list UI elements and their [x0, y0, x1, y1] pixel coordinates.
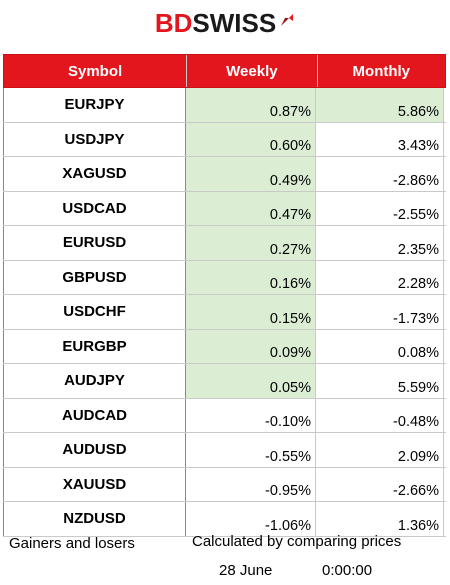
monthly-cell: 3.43% — [316, 122, 444, 156]
symbol-cell: NZDUSD — [3, 502, 186, 536]
weekly-cell: -0.95% — [186, 467, 316, 501]
symbol-cell: USDCHF — [3, 295, 186, 329]
weekly-cell: -1.06% — [186, 502, 316, 536]
table-row: USDCHF 0.15% -1.73% — [3, 295, 446, 330]
monthly-cell: 2.28% — [316, 260, 444, 294]
symbol-cell: USDCAD — [3, 191, 186, 225]
brand-arrow-icon — [281, 14, 294, 26]
symbol-cell: GBPUSD — [3, 260, 186, 294]
monthly-cell: -2.86% — [316, 157, 444, 191]
monthly-cell: -1.73% — [316, 295, 444, 329]
symbol-cell: USDJPY — [3, 122, 186, 156]
symbol-cell: AUDJPY — [3, 364, 186, 398]
table-row: USDCAD 0.47% -2.55% — [3, 191, 446, 226]
header-symbol: Symbol — [4, 55, 188, 87]
weekly-cell: 0.60% — [186, 122, 316, 156]
table-row: XAGUSD 0.49% -2.86% — [3, 157, 446, 192]
weekly-cell: 0.05% — [186, 364, 316, 398]
brand-logo-swiss: SWISS — [192, 7, 277, 38]
weekly-cell: 0.16% — [186, 260, 316, 294]
table-row: NZDUSD -1.06% 1.36% — [3, 502, 446, 537]
footer-time: 0:00:00 — [322, 562, 373, 579]
footer-date: 28 June — [219, 562, 273, 579]
weekly-cell: -0.10% — [186, 398, 316, 432]
monthly-cell: 5.86% — [316, 88, 444, 122]
monthly-cell: 0.08% — [316, 329, 444, 363]
table-row: AUDJPY 0.05% 5.59% — [3, 364, 446, 399]
symbol-cell: EURJPY — [3, 88, 186, 122]
weekly-cell: -0.55% — [186, 433, 316, 467]
table-row: USDJPY 0.60% 3.43% — [3, 122, 446, 157]
weekly-cell: 0.15% — [186, 295, 316, 329]
monthly-cell: -2.55% — [316, 191, 444, 225]
symbol-cell: AUDUSD — [3, 433, 186, 467]
header-weekly: Weekly — [187, 55, 318, 87]
monthly-cell: -0.48% — [316, 398, 444, 432]
symbol-cell: EURGBP — [3, 329, 186, 363]
monthly-cell: 5.59% — [316, 364, 444, 398]
table-row: XAUUSD -0.95% -2.66% — [3, 467, 446, 502]
header-monthly: Monthly — [352, 62, 411, 80]
symbol-cell: AUDCAD — [3, 398, 186, 432]
monthly-cell: 2.35% — [316, 226, 444, 260]
footer-note: Calculated by comparing prices — [192, 533, 402, 550]
footer-title: Gainers and losers — [9, 535, 135, 552]
symbol-cell: XAUUSD — [3, 467, 186, 501]
weekly-cell: 0.09% — [186, 329, 316, 363]
weekly-cell: 0.27% — [186, 226, 316, 260]
table-row: EURGBP 0.09% 0.08% — [3, 329, 446, 364]
table-row: GBPUSD 0.16% 2.28% — [3, 260, 446, 295]
monthly-cell: 1.36% — [316, 502, 444, 536]
table-row: AUDUSD -0.55% 2.09% — [3, 433, 446, 468]
symbol-cell: EURUSD — [3, 226, 186, 260]
table-row: EURJPY 0.87% 5.86% — [3, 88, 446, 123]
weekly-cell: 0.47% — [186, 191, 316, 225]
brand-logo: BD SWISS — [0, 6, 450, 40]
table-body: EURJPY 0.87% 5.86% USDJPY 0.60% 3.43% XAGUSD 0.… — [3, 88, 446, 537]
table-row: AUDCAD -0.10% -0.48% — [3, 398, 446, 433]
table-header: Symbol Weekly Monthly — [3, 54, 446, 88]
table-row: EURUSD 0.27% 2.35% — [3, 226, 446, 261]
monthly-cell: 2.09% — [316, 433, 444, 467]
brand-logo-bd: BD — [154, 7, 193, 38]
weekly-cell: 0.49% — [186, 157, 316, 191]
performance-table: Symbol Weekly Monthly EURJPY 0.87% 5.86% US… — [3, 54, 446, 537]
monthly-cell: -2.66% — [316, 467, 444, 501]
weekly-cell: 0.87% — [186, 88, 316, 122]
symbol-cell: XAGUSD — [3, 157, 186, 191]
